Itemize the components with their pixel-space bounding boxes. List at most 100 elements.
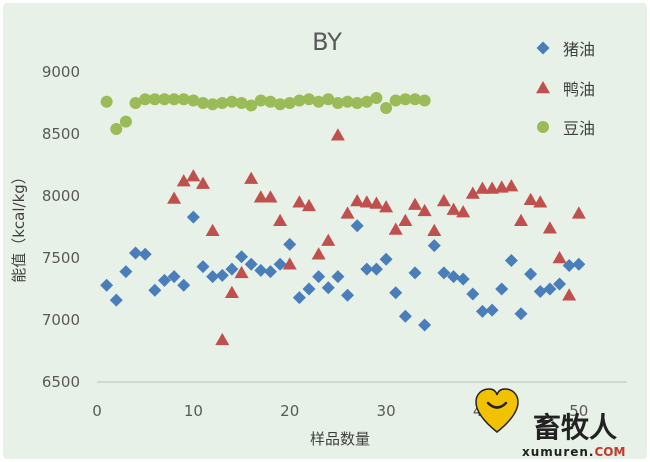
legend-item-soybean-oil: 豆油	[537, 119, 595, 138]
soybean-oil-point	[245, 99, 258, 112]
duck-fat-point	[398, 213, 413, 227]
lard-point	[553, 277, 567, 291]
duck-fat-point	[186, 169, 201, 182]
duck-fat-point	[234, 265, 249, 279]
y-axis-title: 能值（kcal/kg）	[10, 169, 28, 283]
x-tick-label: 50	[569, 402, 588, 420]
lard-point	[427, 239, 441, 253]
soybean-oil-point	[409, 93, 421, 106]
soybean-oil-point	[206, 98, 219, 111]
soybean-oil-point	[148, 93, 161, 106]
legend-marker-diamond	[536, 41, 550, 55]
duck-fat-point	[523, 192, 538, 205]
soybean-oil-point	[418, 94, 431, 107]
lard-point	[292, 291, 306, 305]
legend-label-duck-fat: 鸭油	[563, 80, 595, 99]
lard-point	[321, 281, 335, 295]
lard-point	[389, 286, 403, 300]
duck-fat-point	[311, 247, 326, 260]
lard-point	[466, 287, 480, 301]
lard-point	[225, 262, 239, 276]
soybean-oil-point	[139, 93, 152, 106]
duck-fat-point	[456, 205, 471, 218]
lard-point	[495, 282, 509, 296]
x-tick-label: 20	[280, 402, 299, 420]
y-axis-ticks: 6500 7000 7500 8000 8500 9000	[42, 63, 80, 391]
x-tick-label: 10	[184, 402, 203, 420]
watermark-brand: 畜牧人	[533, 411, 617, 444]
soybean-oil-point	[158, 93, 171, 106]
lard-point	[543, 282, 557, 296]
lard-point	[379, 252, 393, 266]
soybean-oil-point	[293, 94, 306, 107]
watermark-logo: 畜牧人 xumuren.COM	[475, 388, 625, 459]
duck-fat-point	[552, 251, 567, 264]
legend-label-soybean-oil: 豆油	[563, 119, 595, 138]
y-tick-label: 7000	[42, 311, 80, 329]
duck-fat-point	[196, 176, 210, 189]
soybean-oil-point	[235, 97, 248, 109]
soybean-oil-point	[303, 93, 315, 106]
lard-point	[254, 263, 268, 277]
lard-point	[283, 237, 297, 251]
soybean-oil-point	[399, 93, 412, 106]
x-tick-label: 30	[377, 402, 396, 420]
soybean-oil-point	[119, 115, 132, 128]
soybean-oil-point	[331, 97, 344, 109]
lard-point	[475, 304, 489, 318]
lard-point	[331, 270, 345, 284]
lard-point	[341, 288, 355, 302]
legend-item-lard: 猪油	[536, 40, 595, 59]
duck-fat-point	[379, 200, 394, 213]
lard-point	[138, 247, 152, 261]
duck-fat-point	[465, 186, 480, 199]
duck-fat-point	[244, 171, 259, 184]
soybean-oil-point	[380, 101, 393, 114]
duck-fat-point	[330, 128, 345, 141]
lard-point	[273, 257, 287, 271]
soybean-oil-point	[283, 97, 296, 109]
soybean-oil-point	[341, 95, 354, 108]
series-duck-fat	[167, 128, 586, 346]
legend-marker-circle	[537, 121, 549, 133]
lard-point	[312, 270, 326, 284]
duck-fat-point	[485, 181, 500, 194]
y-tick-label: 7500	[42, 249, 80, 267]
soybean-oil-point	[225, 95, 238, 108]
lard-point	[504, 253, 518, 267]
lard-point	[263, 265, 277, 279]
lard-point	[244, 257, 258, 271]
soybean-oil-point	[312, 95, 325, 108]
lard-point	[524, 267, 538, 281]
lard-point	[408, 266, 422, 280]
soybean-oil-point	[274, 98, 287, 111]
duck-fat-point	[417, 203, 432, 217]
duck-fat-point	[542, 221, 557, 234]
legend-item-duck-fat: 鸭油	[536, 80, 595, 99]
duck-fat-point	[504, 179, 519, 192]
duck-fat-point	[302, 198, 316, 212]
duck-fat-point	[205, 223, 220, 236]
soybean-oil-point	[370, 92, 383, 105]
lard-point	[418, 318, 432, 332]
watermark-domain-main: xumuren.	[522, 445, 595, 459]
legend-label-lard: 猪油	[563, 40, 595, 59]
soybean-oil-point	[360, 95, 373, 108]
lard-point	[196, 260, 210, 274]
soybean-oil-point	[187, 94, 200, 107]
soybean-oil-point	[197, 97, 209, 109]
lard-point	[456, 272, 470, 286]
lard-point	[437, 266, 451, 280]
duck-fat-point	[282, 257, 297, 270]
lard-point	[157, 273, 171, 287]
lard-point	[447, 270, 461, 284]
y-tick-label: 8500	[42, 125, 80, 143]
duck-fat-point	[494, 180, 509, 193]
duck-fat-point	[408, 197, 422, 210]
lard-point	[398, 309, 412, 323]
lard-point	[177, 278, 191, 292]
duck-fat-point	[388, 222, 403, 235]
duck-fat-point	[436, 193, 451, 207]
soybean-oil-point	[322, 93, 335, 106]
duck-fat-point	[340, 206, 355, 219]
